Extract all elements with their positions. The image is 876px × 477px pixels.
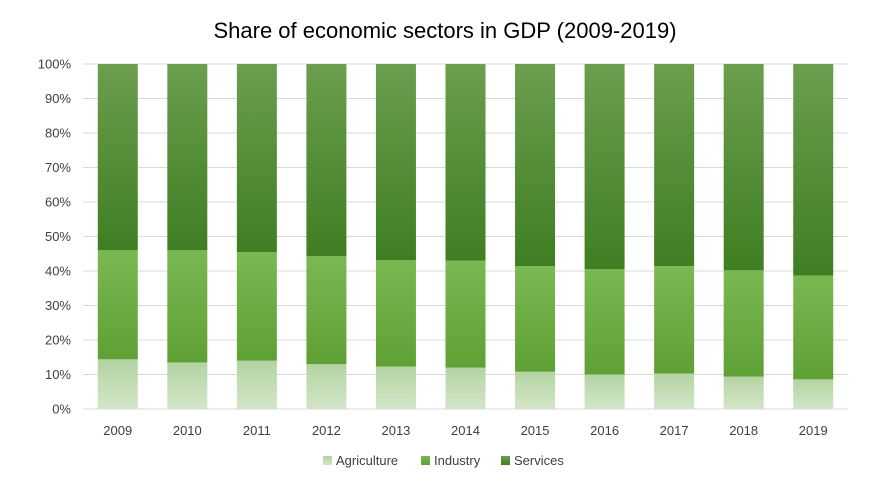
y-tick-label: 0% (52, 402, 71, 417)
x-tick-label: 2019 (799, 423, 828, 438)
bars (97, 64, 834, 409)
bar-segment-services (793, 64, 834, 276)
x-tick-label: 2017 (660, 423, 689, 438)
legend-swatch (323, 456, 332, 465)
bar-segment-industry (306, 256, 347, 365)
bar-segment-agriculture (97, 359, 138, 409)
y-axis: 0% 10% 20% 30% 40% 50% 60% 70% 80% 90% 100% (38, 57, 72, 417)
bar-segment-industry (584, 269, 625, 375)
bar-segment-services (584, 64, 625, 270)
bar-segment-agriculture (306, 364, 347, 409)
bar-segment-agriculture (236, 360, 277, 409)
bar-segment-services (654, 64, 695, 267)
y-tick-label: 40% (45, 264, 71, 279)
legend-entry: Industry (421, 453, 481, 468)
y-tick-label: 30% (45, 298, 71, 313)
x-tick-label: 2009 (103, 423, 132, 438)
bar-segment-agriculture (584, 374, 625, 409)
bar-segment-agriculture (654, 373, 695, 409)
bar-segment-agriculture (445, 367, 486, 409)
bar-segment-industry (723, 270, 764, 377)
bar-segment-industry (236, 252, 277, 361)
bar-segment-industry (654, 266, 695, 374)
bar-segment-agriculture (515, 371, 556, 409)
legend-label: Services (514, 453, 564, 468)
legend-label: Agriculture (336, 453, 398, 468)
x-tick-label: 2010 (173, 423, 202, 438)
bar-segment-services (306, 64, 347, 257)
bar-segment-services (375, 64, 416, 261)
bar-segment-services (97, 64, 138, 251)
x-tick-label: 2015 (521, 423, 550, 438)
bar-segment-services (723, 64, 764, 271)
x-tick-label: 2013 (381, 423, 410, 438)
y-tick-label: 60% (45, 195, 71, 210)
legend-entry: Agriculture (323, 453, 398, 468)
legend: Agriculture Industry Services (323, 453, 564, 468)
x-tick-label: 2011 (243, 423, 271, 438)
chart-title: Share of economic sectors in GDP (2009-2… (213, 18, 676, 43)
legend-entry: Services (501, 453, 564, 468)
bar-segment-services (236, 64, 277, 253)
y-tick-label: 90% (45, 91, 71, 106)
bar-segment-industry (445, 260, 486, 368)
legend-swatch (421, 456, 430, 465)
bar-segment-services (445, 64, 486, 261)
bar-segment-services (515, 64, 556, 267)
bar-segment-industry (793, 275, 834, 380)
x-axis: 2009 2010 2011 2012 2013 2014 2015 2016 2017 2018… (83, 408, 848, 438)
y-tick-label: 50% (45, 229, 71, 244)
y-tick-label: 80% (45, 126, 71, 141)
y-tick-label: 100% (38, 57, 72, 72)
bar-segment-agriculture (167, 362, 208, 409)
bar-segment-agriculture (793, 379, 834, 409)
y-tick-label: 10% (45, 367, 71, 382)
legend-label: Industry (434, 453, 481, 468)
bar-segment-services (167, 64, 208, 251)
bar-segment-agriculture (723, 376, 764, 409)
x-tick-label: 2014 (451, 423, 480, 438)
legend-swatch (501, 456, 510, 465)
bar-segment-industry (97, 250, 138, 360)
x-tick-label: 2016 (590, 423, 619, 438)
y-tick-label: 20% (45, 333, 71, 348)
x-tick-label: 2012 (312, 423, 341, 438)
bar-segment-industry (167, 250, 208, 363)
y-tick-label: 70% (45, 160, 71, 175)
bar-segment-industry (515, 266, 556, 372)
bar-segment-agriculture (375, 366, 416, 409)
bar-segment-industry (375, 260, 416, 367)
x-tick-label: 2018 (729, 423, 758, 438)
